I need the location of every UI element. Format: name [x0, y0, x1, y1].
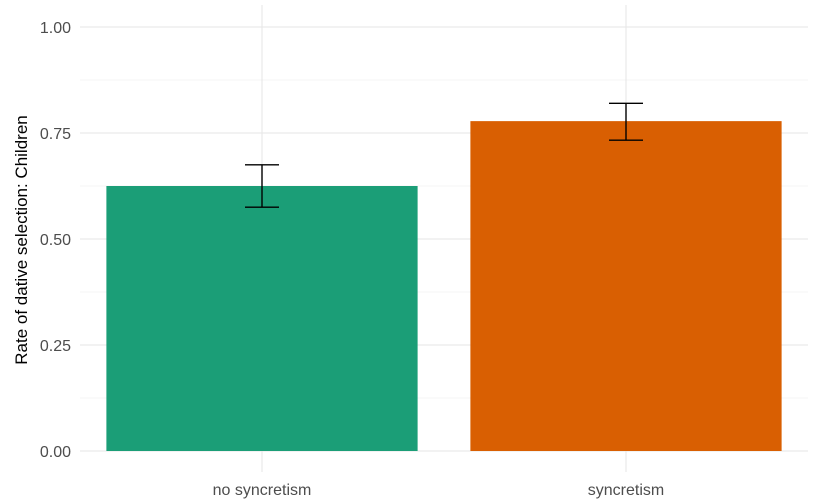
x-tick-label: syncretism [588, 482, 664, 499]
x-axis-tick-labels: no syncretism syncretism [213, 482, 665, 499]
y-axis-title: Rate of dative selection: Children [12, 115, 31, 364]
error-bars [245, 102, 643, 208]
x-tick-label: no syncretism [213, 482, 312, 499]
bar-syncretism [470, 121, 782, 452]
y-tick-label: 0.75 [40, 126, 71, 143]
bar-no-syncretism [106, 186, 418, 451]
y-axis-tick-labels: 0.00 0.25 0.50 0.75 1.00 [40, 20, 71, 461]
y-tick-label: 0.00 [40, 444, 71, 461]
y-tick-label: 1.00 [40, 20, 71, 37]
bars [106, 121, 782, 452]
y-tick-label: 0.25 [40, 338, 71, 355]
y-tick-label: 0.50 [40, 232, 71, 249]
